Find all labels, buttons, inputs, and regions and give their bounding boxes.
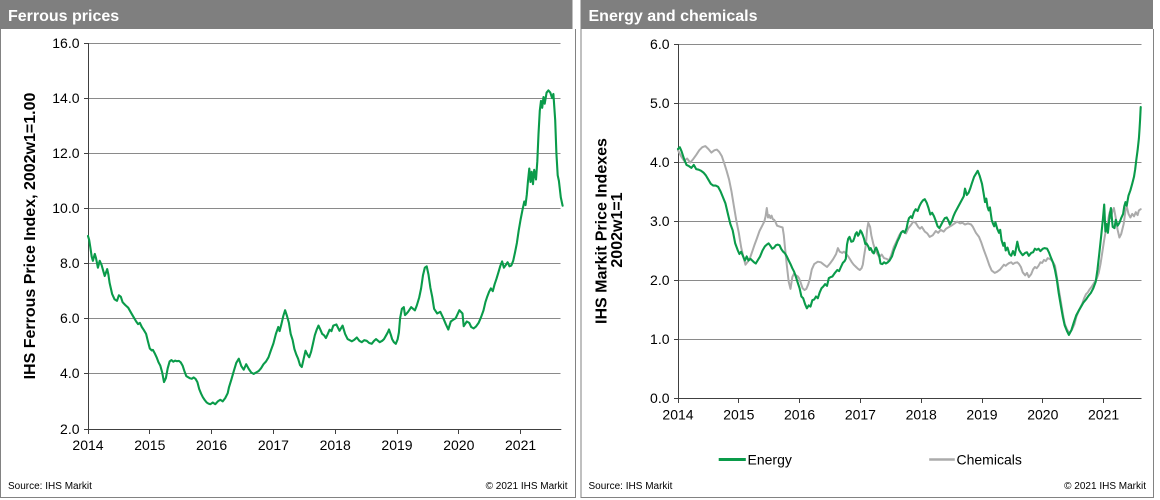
svg-text:8.0: 8.0 [60, 255, 80, 271]
svg-text:5.0: 5.0 [650, 95, 670, 111]
svg-text:2016: 2016 [196, 437, 227, 453]
svg-text:2.0: 2.0 [60, 421, 80, 437]
svg-text:Source: IHS Markit: Source: IHS Markit [589, 481, 673, 492]
svg-text:2018: 2018 [320, 437, 351, 453]
svg-text:1.0: 1.0 [650, 331, 670, 347]
svg-text:2.0: 2.0 [650, 272, 670, 288]
svg-text:10.0: 10.0 [52, 200, 79, 216]
svg-text:0.0: 0.0 [650, 390, 670, 406]
svg-text:Energy: Energy [748, 452, 792, 468]
svg-text:2018: 2018 [906, 407, 937, 423]
svg-text:2016: 2016 [784, 407, 815, 423]
svg-text:4.0: 4.0 [650, 154, 670, 170]
svg-text:2014: 2014 [72, 437, 103, 453]
svg-text:16.0: 16.0 [52, 35, 79, 51]
svg-text:6.0: 6.0 [650, 36, 670, 52]
svg-text:2017: 2017 [845, 407, 876, 423]
svg-text:4.0: 4.0 [60, 365, 80, 381]
svg-text:Ferrous prices: Ferrous prices [8, 8, 119, 25]
svg-text:6.0: 6.0 [60, 310, 80, 326]
svg-text:IHS Ferrous Price Index, 2002w: IHS Ferrous Price Index, 2002w1=1.00 [22, 92, 39, 379]
svg-text:2019: 2019 [381, 437, 412, 453]
svg-text:12.0: 12.0 [52, 145, 79, 161]
svg-text:2017: 2017 [258, 437, 289, 453]
svg-text:© 2021 IHS Markit: © 2021 IHS Markit [1064, 481, 1146, 492]
svg-text:Chemicals: Chemicals [957, 452, 1022, 468]
svg-text:2021: 2021 [1088, 407, 1119, 423]
svg-text:2015: 2015 [723, 407, 754, 423]
svg-text:2002w1=1: 2002w1=1 [609, 192, 626, 267]
svg-text:© 2021 IHS Markit: © 2021 IHS Markit [486, 481, 568, 492]
svg-text:IHS Markit Price Indexes: IHS Markit Price Indexes [594, 138, 611, 324]
svg-text:Energy and chemicals: Energy and chemicals [589, 8, 758, 25]
svg-text:2015: 2015 [134, 437, 165, 453]
svg-text:Source: IHS Markit: Source: IHS Markit [8, 481, 92, 492]
svg-text:14.0: 14.0 [52, 90, 79, 106]
svg-text:3.0: 3.0 [650, 213, 670, 229]
svg-text:2014: 2014 [662, 407, 693, 423]
svg-text:2019: 2019 [966, 407, 997, 423]
svg-text:2021: 2021 [505, 437, 536, 453]
svg-text:2020: 2020 [443, 437, 474, 453]
svg-text:2020: 2020 [1027, 407, 1058, 423]
